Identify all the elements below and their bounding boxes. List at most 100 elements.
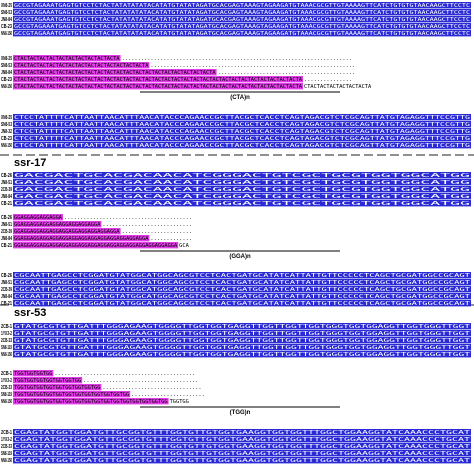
repeat-block: [13, 62, 150, 69]
sequence: CGAGTATGGTGGATGTTGCGGTGTTTGGTGTTGTGGTGAA…: [14, 437, 470, 443]
sequence: GCCGTAGAAATGAGTGTCCTCTACTATATATATACATATG…: [14, 31, 470, 37]
sample-label: 2CB-39: [1, 229, 12, 235]
repeat-sequence: CTACTACTACTACTACTACTACTACTACTACTACTACTAC…: [14, 84, 302, 90]
sample-label: 2CB-1: [1, 430, 12, 436]
sample-label: SN8-119: [1, 451, 12, 457]
flank-block: [13, 351, 471, 358]
flank-block: [13, 279, 471, 286]
repeat-block: [13, 242, 179, 249]
sequence: CGCAATTGAGCCTCGGATGTATGGCATGGCAGCGTCCTCA…: [14, 301, 470, 307]
sequence: GCCGTAGAAATGAGTGTCCTCTACTATATATATACATATG…: [14, 24, 470, 30]
flank-block: [13, 172, 471, 179]
sample-label: CB-26: [1, 173, 12, 179]
repeat-tail: ......................: [122, 229, 192, 235]
sample-label: NN8-150: [1, 399, 12, 405]
sample-label: CB-23: [1, 24, 12, 30]
sequence: GTATGCGTGTTGATTTGGGAGAAGTGGGGTTGGTGGTGAG…: [14, 352, 470, 358]
repeat-tail: ........................................: [64, 215, 192, 221]
repeat-sequence: CTACTACTACTACTACTACTACTACTACTACTACTACTAC…: [14, 63, 148, 69]
section-title: ssr-17: [14, 157, 46, 169]
sample-label: JN8-51: [1, 222, 12, 228]
sequence: CTCCTATTTTCATTAATTAACATTTAACATACCCAGAACC…: [14, 115, 470, 121]
sequence: CTCCTATTTTCATTAATTAACATTTAACATACCCAGAACC…: [14, 129, 470, 135]
repeat-tail: ....................................: [83, 378, 198, 384]
sample-label: SN8-53: [1, 10, 12, 16]
sample-label: XN8-25: [1, 56, 12, 62]
repeat-block: [13, 214, 63, 221]
sample-label: JN8-84: [1, 236, 12, 242]
sequence: GTATGCGTGTTGATTTGGGAGAAGTGGGGTTGGTGGTGAG…: [14, 338, 470, 344]
sample-label: JN8-51: [1, 180, 12, 186]
sample-label: NN8-150: [1, 458, 12, 464]
sample-label: NN8-150: [1, 143, 12, 149]
motif-label: (GGA)n: [229, 254, 251, 260]
sample-label: 2CB-33: [1, 444, 12, 450]
sample-label: 1YX3-2: [1, 331, 12, 337]
repeat-tail: ........................................…: [54, 371, 195, 377]
repeat-tail: CTACTACTACTACTACTACTA: [304, 84, 371, 90]
sequence: GACGACTGCACGACAACATCGGGACTGTCGCTGCGTGGTG…: [14, 180, 470, 186]
sequence: CGCAATTGAGCCTCGGATGTATGGCATGGCAGCGTCCTCA…: [14, 280, 470, 286]
sample-label: JN8-84: [1, 294, 12, 300]
repeat-block: [13, 221, 102, 228]
repeat-sequence: GGAGGAGGAGGAGGA: [14, 215, 62, 221]
flank-block: [13, 272, 471, 279]
flank-block: [13, 293, 471, 300]
flank-block: [13, 323, 471, 330]
sample-label: NN8-150: [1, 84, 12, 90]
repeat-block: [13, 228, 121, 235]
flank-block: [13, 443, 471, 450]
sample-label: CB-26: [1, 215, 12, 221]
sequence: CGCAATTGAGCCTCGGATGTATGGCATGGCAGCGTCCTCA…: [14, 287, 470, 293]
flank-block: [13, 114, 471, 121]
section-title: ssr-53: [14, 307, 46, 319]
sequence: CGAGTATGGTGGATGTTGCGGTGTTTGGTGTTGTGGTGAA…: [14, 444, 470, 450]
sample-label: XN8-25: [1, 115, 12, 121]
repeat-tail: ........................................…: [150, 63, 355, 69]
sample-label: 2CB-1: [1, 324, 12, 330]
repeat-block: [13, 370, 54, 377]
sample-label: JN8-84: [1, 194, 12, 200]
sequence: GACGACTGCACGACAACATCGGGACTGTCGCTGCGTGGTG…: [14, 201, 470, 207]
sequence: CTCCTATTTTCATTAATTAACATTTAACATACCCAGAACC…: [14, 143, 470, 149]
sample-label: CB-21: [1, 243, 12, 249]
sample-label: XN8-25: [1, 3, 12, 9]
flank-block: [13, 186, 471, 193]
repeat-sequence: TGGTGGTGGTGGTGGTGGTGGTGGTGG: [14, 385, 100, 391]
sample-label: SN8-119: [1, 392, 12, 398]
repeat-tail: TGGTGG: [170, 399, 189, 405]
repeat-tail: ...............................: [102, 385, 201, 391]
repeat-block: [13, 377, 83, 384]
repeat-tail: ........................................…: [122, 56, 352, 62]
flank-block: [13, 2, 471, 9]
repeat-block: [13, 235, 150, 242]
repeat-sequence: GGAGGAGGAGGAGGAGGAGGAGGAGGAGGAGGA: [14, 229, 120, 235]
flank-block: [13, 135, 471, 142]
flank-block: [13, 23, 471, 30]
repeat-sequence: TGGTGGTGGTGGTGGTGGTGG: [14, 378, 81, 384]
repeat-sequence: TGGTGGTGGTGGTGGTGGTGGTGGTGGTGGTGGTGG: [14, 392, 129, 398]
sequence: GACGACTGCACGACAACATCGGGACTGTCGCTGCGTGGTG…: [14, 187, 470, 193]
flank-block: [13, 128, 471, 135]
repeat-block: [13, 55, 121, 62]
sequence: CGCAATTGAGCCTCGGATGTATGGCATGGCAGCGTCCTCA…: [14, 294, 470, 300]
flank-block: [13, 9, 471, 16]
repeat-block: [13, 76, 303, 83]
sample-label: NN8-150: [1, 31, 12, 37]
repeat-block: [13, 384, 102, 391]
sequence: CGCAATTGAGCCTCGGATGTATGGCATGGCAGCGTCCTCA…: [14, 273, 470, 279]
sample-label: NN8-150: [1, 352, 12, 358]
sample-label: CB-21: [1, 201, 12, 207]
flank-block: [13, 179, 471, 186]
repeat-block: [13, 398, 169, 405]
motif-label: (TGG)n: [230, 410, 251, 416]
sequence: GTATGCGTGTTGATTTGGGAGAAGTGGGGTTGGTGGTGAG…: [14, 324, 470, 330]
flank-block: [13, 429, 471, 436]
repeat-sequence: CTACTACTACTACTACTACTACTACTACTACTA: [14, 56, 120, 62]
sequence: CGAGTATGGTGGATGTTGCGGTGTTTGGTGTTGTGGTGAA…: [14, 451, 470, 457]
sequence: GCCGTAGAAATGAGTGTCCTCTACTATATATATACATATG…: [14, 17, 470, 23]
repeat-sequence: CTACTACTACTACTACTACTACTACTACTACTACTACTAC…: [14, 77, 302, 83]
sample-label: JN8-84: [1, 17, 12, 23]
flank-block: [13, 337, 471, 344]
